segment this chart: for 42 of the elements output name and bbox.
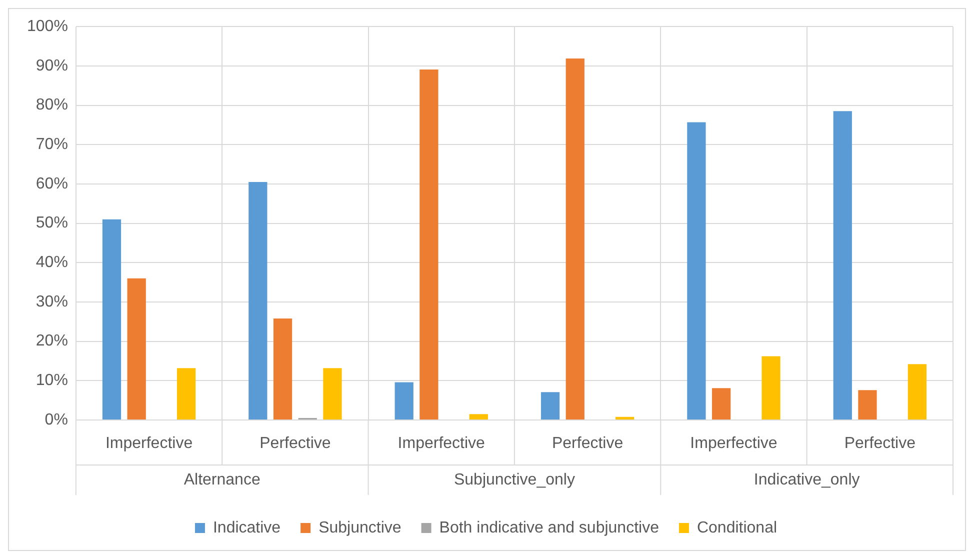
x-tick-label: Perfective <box>552 435 624 452</box>
legend-label: Both indicative and subjunctive <box>439 519 660 536</box>
bar <box>127 278 146 420</box>
y-tick-label: 0% <box>44 411 68 428</box>
bar <box>540 392 560 420</box>
legend-label: Subjunctive <box>318 519 402 536</box>
bar <box>273 318 292 420</box>
bar <box>687 122 706 420</box>
bar <box>712 388 731 420</box>
y-tick-label: 50% <box>36 214 68 232</box>
bar <box>858 390 877 420</box>
y-tick-label: 90% <box>36 57 68 74</box>
x-tick-label: Imperfective <box>398 435 486 452</box>
text: Subjunctive_only <box>454 471 575 488</box>
bar <box>469 414 488 420</box>
legend-label: Indicative <box>212 519 281 536</box>
bar <box>420 69 438 420</box>
y-tick-label: 80% <box>36 96 68 114</box>
bar <box>248 182 268 420</box>
text: Indicative_only <box>754 471 860 488</box>
bar <box>616 416 634 420</box>
bar <box>908 364 927 420</box>
bar <box>394 382 414 420</box>
y-tick-label: 60% <box>36 175 68 192</box>
x-tick-label: Perfective <box>260 435 331 452</box>
bar <box>102 219 122 420</box>
y-tick-label: 30% <box>36 293 68 310</box>
bar <box>323 368 342 420</box>
bar <box>566 58 584 420</box>
y-tick-label: 70% <box>36 136 68 154</box>
y-tick-label: 40% <box>36 254 68 272</box>
bar <box>176 368 196 420</box>
y-tick-label: 100% <box>27 18 68 36</box>
x-tick-label: Imperfective <box>690 435 778 452</box>
y-tick-label: 20% <box>36 332 68 350</box>
y-tick-label: 10% <box>36 372 68 390</box>
bar <box>762 356 780 420</box>
legend-label: Conditional <box>696 519 778 536</box>
x-tick-label: Imperfective <box>105 435 193 452</box>
text: Alternance <box>184 471 260 488</box>
x-tick-label: Perfective <box>844 435 916 452</box>
bar <box>833 111 852 420</box>
